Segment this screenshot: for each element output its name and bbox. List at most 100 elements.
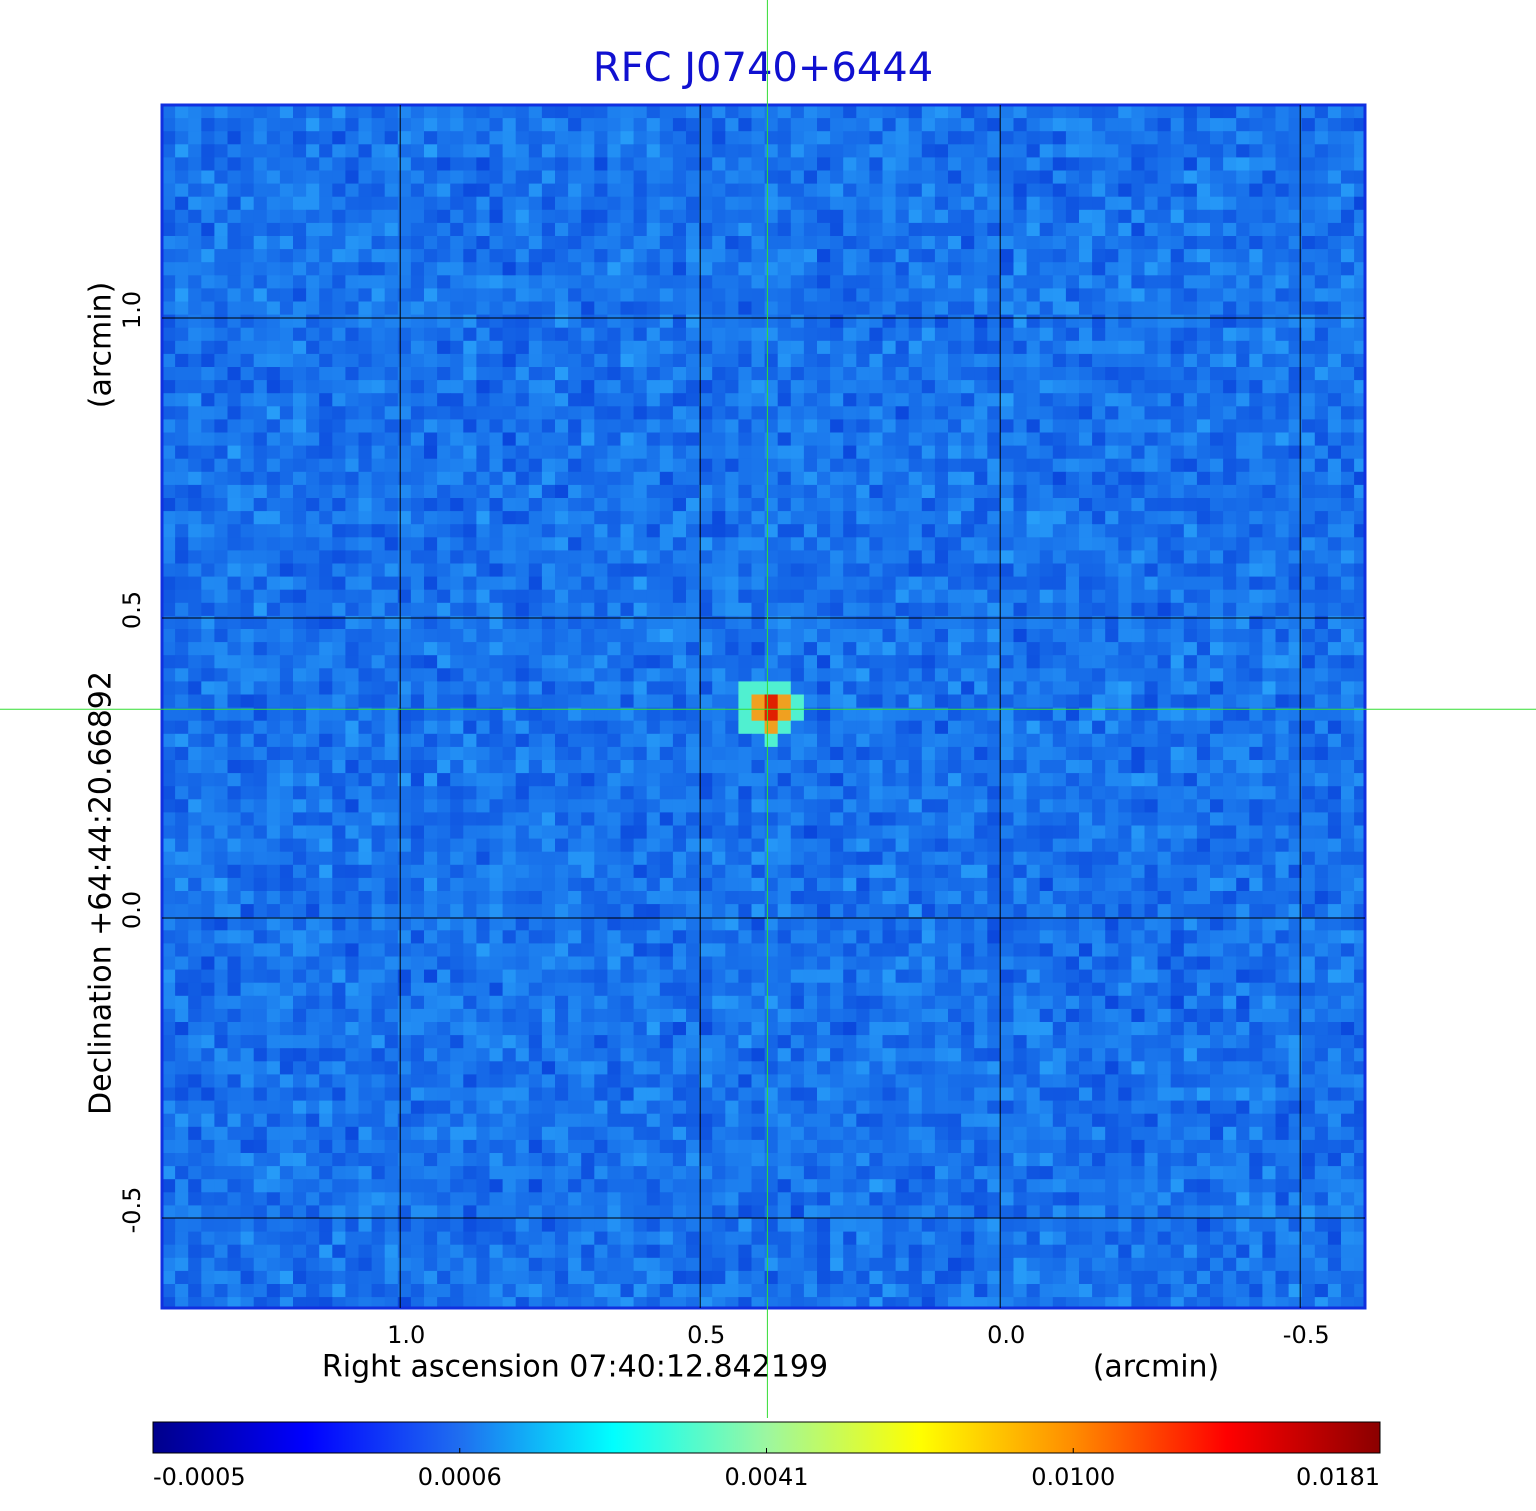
pixel [725, 720, 739, 735]
pixel [1354, 445, 1365, 460]
pixel [1249, 458, 1263, 473]
pixel [1013, 537, 1028, 551]
pixel [1196, 773, 1211, 787]
pixel [725, 642, 739, 656]
pixel [1249, 406, 1263, 420]
pixel [1065, 458, 1080, 473]
pixel [1301, 458, 1316, 473]
pixel [672, 196, 687, 211]
pixel [725, 262, 739, 276]
pixel [384, 655, 399, 669]
pixel [293, 589, 307, 604]
pixel [1196, 275, 1211, 289]
pixel [397, 406, 412, 420]
pixel [895, 432, 910, 447]
pixel [371, 694, 386, 709]
pixel [843, 157, 857, 171]
pixel [528, 367, 543, 381]
pixel [607, 589, 621, 604]
pixel [345, 589, 359, 604]
pixel [908, 707, 923, 722]
pixel [777, 131, 792, 145]
pixel [764, 720, 779, 735]
pixel [725, 340, 739, 355]
pixel [555, 629, 569, 643]
pixel [594, 196, 608, 211]
pixel [345, 576, 359, 591]
pixel [489, 576, 504, 591]
pixel [646, 615, 661, 630]
pixel [974, 301, 988, 316]
pixel [1249, 314, 1263, 329]
pixel [738, 353, 752, 368]
pixel [1013, 340, 1028, 355]
pixel [502, 576, 517, 591]
pixel [227, 222, 242, 237]
pixel [1079, 629, 1093, 643]
pixel [489, 642, 504, 656]
pixel [162, 655, 176, 669]
pixel [568, 576, 582, 591]
pixel [1065, 629, 1080, 643]
pixel [908, 563, 923, 578]
pixel [725, 327, 739, 342]
pixel [1341, 498, 1355, 512]
pixel [659, 314, 674, 329]
pixel [528, 249, 543, 263]
pixel [266, 314, 281, 329]
pixel [463, 458, 477, 473]
pixel [227, 694, 242, 709]
pixel [974, 445, 988, 460]
pixel [1210, 681, 1224, 695]
pixel [1275, 118, 1290, 132]
pixel [1131, 367, 1145, 381]
pixel [162, 458, 176, 473]
pixel [856, 563, 870, 578]
pixel [607, 432, 621, 447]
pixel [515, 419, 530, 433]
pixel [725, 445, 739, 460]
pixel [1065, 550, 1080, 564]
pixel [1092, 380, 1106, 394]
pixel [1013, 327, 1028, 342]
pixel [672, 511, 687, 525]
pixel [1314, 144, 1329, 158]
pixel [974, 249, 988, 263]
pixel [1249, 353, 1263, 368]
pixel [1223, 733, 1237, 748]
pixel [568, 432, 582, 447]
pixel [921, 157, 936, 171]
pixel [266, 301, 281, 316]
pixel [1341, 458, 1355, 473]
pixel [293, 576, 307, 591]
pixel [1144, 668, 1159, 682]
pixel [1196, 367, 1211, 381]
pixel [201, 602, 215, 617]
pixel [817, 249, 831, 263]
pixel [515, 288, 530, 302]
pixel [384, 458, 399, 473]
pixel [790, 367, 805, 381]
pixel [777, 288, 792, 302]
pixel [934, 615, 949, 630]
pixel [921, 183, 936, 198]
pixel [437, 642, 451, 656]
pixel [790, 144, 805, 158]
pixel [1183, 144, 1198, 158]
pixel [725, 222, 739, 237]
pixel [1301, 511, 1316, 525]
pixel [279, 340, 294, 355]
pixel [253, 170, 268, 185]
pixel [594, 222, 608, 237]
pixel [279, 209, 294, 224]
pixel [948, 511, 962, 525]
pixel [594, 498, 608, 512]
pixel [620, 511, 635, 525]
pixel [869, 301, 883, 316]
pixel [1013, 773, 1028, 787]
pixel [528, 222, 543, 237]
pixel [738, 629, 752, 643]
pixel [1000, 563, 1014, 578]
pixel [1118, 498, 1132, 512]
pixel [725, 694, 739, 709]
